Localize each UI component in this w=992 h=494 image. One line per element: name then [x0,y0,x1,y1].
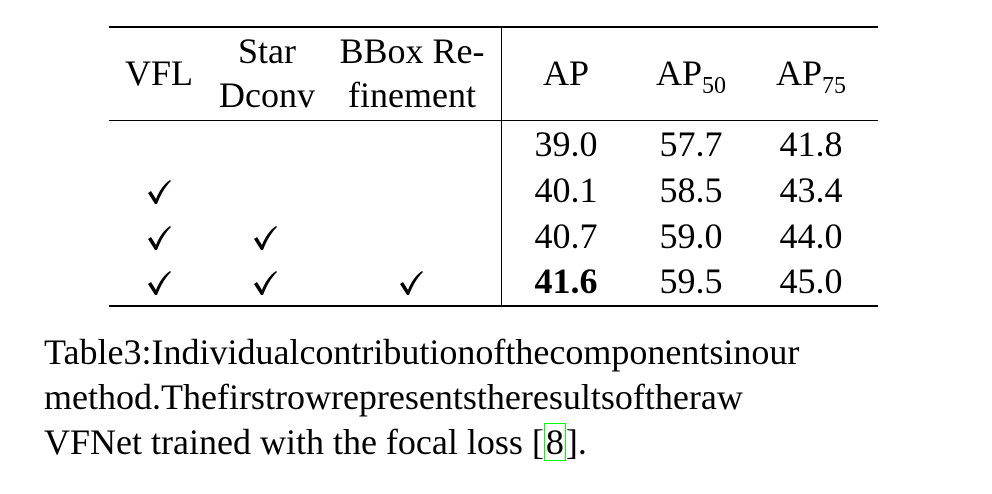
caption-word: raw [688,377,743,417]
caption-word: the [644,377,689,417]
header-ap: AP [542,53,590,93]
checkmark-icon [252,224,278,252]
cell-ap: 39.0 [534,124,598,164]
caption-word: of [475,332,506,372]
caption-line-2: method.Thefirstrowrepresentstheresultsof… [44,375,944,420]
cell-ap: 41.6 [534,261,598,301]
cell-ap75: 44.0 [779,216,843,256]
caption-word: Table [44,332,124,372]
header-bbox-line1: BBox Re- [339,31,485,71]
caption-word: represents [330,377,477,417]
checkmark-icon [252,269,278,297]
header-bbox-line2: finement [348,75,476,115]
caption-word: contribution [299,332,476,372]
table-header-rule [109,120,878,121]
header-star-dconv: Star Dconv [213,29,321,117]
table-top-rule [109,26,878,28]
header-ap50: AP50 [641,51,741,108]
caption-line3-text: VFNet trained with the focal loss [ [44,422,544,462]
cell-ap50: 58.5 [659,170,723,210]
caption-word: components [549,332,724,372]
checkmark-icon [398,269,424,297]
cell-ap75: 43.4 [779,170,843,210]
header-star-line2: Dconv [219,75,315,115]
caption-word: 3: [123,332,152,372]
cell-ap50: 59.5 [659,261,723,301]
header-ap75-sub: 75 [822,73,847,99]
checkmark-icon [146,224,172,252]
caption-word: of [614,377,645,417]
header-ap50-base: AP [655,53,703,93]
cell-ap: 40.1 [534,170,598,210]
caption-word: first [216,377,275,417]
header-ap75: AP75 [761,51,861,108]
caption-word: The [160,377,217,417]
cell-ap75: 45.0 [779,261,843,301]
caption-line-3: VFNet trained with the focal loss [8]. [44,420,944,465]
header-ap75-base: AP [775,53,823,93]
header-ap50-sub: 50 [702,73,727,99]
checkmark-icon [146,178,172,206]
table-bottom-rule [109,305,878,307]
header-bbox-refinement: BBox Re- finement [331,29,493,117]
caption-word: results [520,377,615,417]
cell-ap50: 57.7 [659,124,723,164]
caption-line3-end: ]. [565,422,587,462]
table-caption: Table3:Individualcontributionofthecompon… [44,330,944,465]
table-column-divider [501,28,502,305]
header-vfl: VFL [124,53,193,93]
cell-ap75: 41.8 [779,124,843,164]
caption-word: row [274,377,331,417]
results-table: VFL Star Dconv BBox Re- finement AP AP50… [109,26,878,307]
cell-ap50: 59.0 [659,216,723,256]
cell-ap: 40.7 [534,216,598,256]
caption-word: the [505,332,550,372]
caption-word: the [476,377,521,417]
caption-word: our [751,332,800,372]
caption-word: method. [44,377,161,417]
header-star-line1: Star [238,31,296,71]
checkmark-icon [146,269,172,297]
caption-word: Individual [151,332,300,372]
caption-line-1: Table3:Individualcontributionofthecompon… [44,330,944,375]
citation-link[interactable]: 8 [543,422,566,462]
caption-word: in [723,332,752,372]
